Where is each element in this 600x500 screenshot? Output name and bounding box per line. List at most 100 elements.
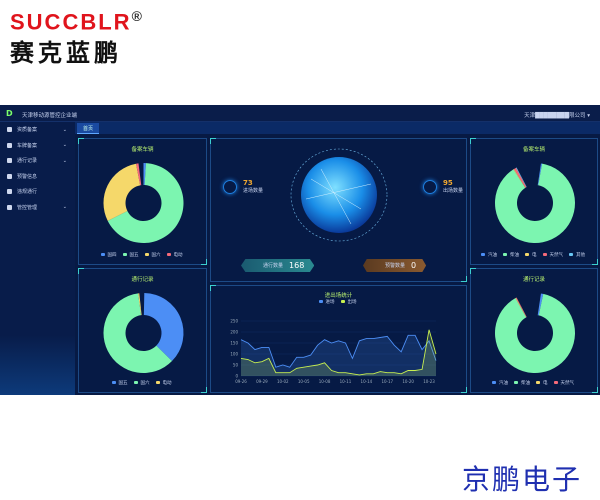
legend-item[interactable]: 柴油 xyxy=(514,381,532,386)
pie-slice[interactable] xyxy=(537,163,543,186)
y-tick-label: 150 xyxy=(230,341,238,346)
donut-chart xyxy=(103,293,184,373)
record-icon xyxy=(7,158,12,164)
sidebar-item[interactable]: 预警信息 xyxy=(0,169,75,185)
legend-swatch xyxy=(569,253,573,256)
series-line[interactable] xyxy=(240,334,437,368)
app-title: 天津移动源管控企业端 xyxy=(22,113,78,119)
legend-label: 出场 xyxy=(347,300,357,305)
legend-item[interactable]: 国六 xyxy=(144,253,163,258)
legend-label: 柴油 xyxy=(521,381,530,386)
legend-label: 国五 xyxy=(129,253,139,258)
legend-item[interactable]: 其他 xyxy=(569,253,587,258)
legend-item[interactable]: 汽油 xyxy=(492,381,510,386)
pie-slice[interactable] xyxy=(515,167,527,188)
pie-slice[interactable] xyxy=(515,297,527,318)
document-icon xyxy=(7,127,12,133)
legend-item[interactable]: 出场 xyxy=(340,300,359,305)
sidebar-item[interactable]: 通行记录 ⌄ xyxy=(0,153,75,169)
legend-label: 国六 xyxy=(140,381,150,386)
pie-slice[interactable] xyxy=(143,163,146,186)
chevron-down-icon: ⌄ xyxy=(62,157,67,164)
legend-item[interactable]: 国五 xyxy=(111,381,130,386)
legend-item[interactable]: 进场 xyxy=(318,300,337,305)
legend-item[interactable]: 电动 xyxy=(166,253,185,258)
sidebar-item-label: 资质备案 xyxy=(17,127,38,134)
legend-label: 其他 xyxy=(576,253,585,258)
panel-entry-exit-stats: 进出场统计 进场 出场 0 50 100 150 200 250 09-26 09-29 10-0… xyxy=(210,285,467,393)
pie-slice[interactable] xyxy=(103,293,173,373)
user-menu[interactable]: 天津████████限公司 ▾ xyxy=(524,113,590,119)
panel-registered-vehicles-right: 备案车辆 汽油 柴油 电 天然气 其他 xyxy=(470,138,598,265)
out-count-stat: 95 出场数量 xyxy=(423,179,463,194)
legend-item[interactable]: 汽油 xyxy=(481,253,499,258)
x-tick-label: 10-17 xyxy=(381,379,393,384)
sidebar-item-label: 违规通行 xyxy=(17,189,38,196)
legend-swatch xyxy=(553,381,558,384)
sidebar-item-label: 车牌备案 xyxy=(17,142,38,149)
legend-label: 天然气 xyxy=(560,381,575,386)
chevron-down-icon: ⌄ xyxy=(62,204,67,211)
brand-en: SUCCBLR® xyxy=(10,8,144,35)
sidebar-item-label: 预警信息 xyxy=(17,173,38,180)
sidebar-item-label: 通行记录 xyxy=(17,158,38,165)
legend-label: 国五 xyxy=(118,381,128,386)
legend-label: 国六 xyxy=(151,253,161,258)
sidebar-item-label: 管控管理 xyxy=(17,204,38,211)
donut-chart xyxy=(495,293,575,373)
legend-label: 电 xyxy=(532,253,537,258)
sidebar: 资质备案 ⌄ 车牌备案 ⌄ 通行记录 ⌄ 预警信息 违规通行 管控管理 ⌄ xyxy=(0,122,75,395)
legend-item[interactable]: 电 xyxy=(536,381,550,386)
sidebar-item[interactable]: 管控管理 ⌄ xyxy=(0,200,75,216)
warning-count-badge: 预警数量 0 xyxy=(363,259,427,272)
app-header: D 天津移动源管控企业端 天津████████限公司 ▾ xyxy=(0,105,600,122)
panel-title: 通行记录 xyxy=(522,277,545,283)
pie-slice[interactable] xyxy=(138,293,142,316)
x-tick-label: 10-08 xyxy=(319,379,331,384)
pie-slice[interactable] xyxy=(143,293,184,362)
legend-label: 汽油 xyxy=(488,253,497,258)
donut-chart xyxy=(495,163,575,243)
sidebar-item[interactable]: 资质备案 ⌄ xyxy=(0,122,75,138)
legend-item[interactable]: 天然气 xyxy=(553,381,577,386)
chart-title: 进出场统计 xyxy=(324,293,353,299)
series-area xyxy=(241,329,436,376)
legend-item[interactable]: 天然气 xyxy=(542,253,566,258)
legend-item[interactable]: 柴油 xyxy=(503,253,521,258)
x-tick-label: 10-02 xyxy=(277,379,289,384)
legend-item[interactable]: 国五 xyxy=(122,253,141,258)
legend-swatch xyxy=(111,381,116,384)
legend-swatch xyxy=(166,253,171,256)
sidebar-item[interactable]: 违规通行 xyxy=(0,184,75,200)
legend-swatch xyxy=(155,381,160,384)
legend-swatch xyxy=(492,381,496,384)
legend-label: 电 xyxy=(543,381,548,386)
x-tick-label: 10-14 xyxy=(361,379,373,384)
chart-legend: 国五 国六 电动 xyxy=(79,380,206,386)
pie-slice[interactable] xyxy=(103,163,141,221)
series-line[interactable] xyxy=(240,329,437,376)
sidebar-item[interactable]: 车牌备案 ⌄ xyxy=(0,138,75,154)
legend-item[interactable]: 国六 xyxy=(133,381,152,386)
pie-slice[interactable] xyxy=(107,163,184,243)
x-tick-label: 09-26 xyxy=(235,379,247,384)
legend-item[interactable]: 国四 xyxy=(100,253,119,258)
app-logo-icon: D xyxy=(6,109,13,118)
legend-label: 进场 xyxy=(325,300,335,305)
legend-item[interactable]: 电动 xyxy=(155,381,174,386)
pie-slice[interactable] xyxy=(515,297,527,318)
x-tick-label: 10-05 xyxy=(298,379,310,384)
pie-slice[interactable] xyxy=(495,163,575,243)
chart-legend: 汽油 柴油 电 天然气 其他 xyxy=(471,252,597,258)
pie-slice[interactable] xyxy=(495,293,575,373)
tab-home[interactable]: 首页 xyxy=(77,123,100,134)
legend-item[interactable]: 电 xyxy=(525,253,539,258)
entry-icon xyxy=(223,179,237,194)
pie-slice[interactable] xyxy=(513,167,527,188)
pie-slice[interactable] xyxy=(513,168,526,188)
pie-slice[interactable] xyxy=(136,163,142,186)
brand-cn: 赛克蓝鹏 xyxy=(10,38,122,68)
pie-slice[interactable] xyxy=(537,293,544,316)
y-tick-label: 50 xyxy=(233,363,239,368)
legend-label: 汽油 xyxy=(499,381,508,386)
